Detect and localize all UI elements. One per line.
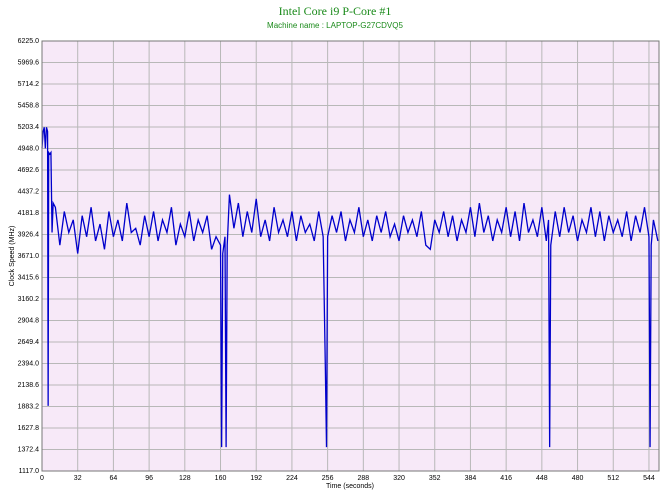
x-tick-label: 352 bbox=[429, 475, 441, 482]
x-axis-label: Time (seconds) bbox=[326, 483, 374, 490]
y-tick-label: 4181.8 bbox=[18, 210, 40, 217]
y-tick-label: 1117.0 bbox=[19, 468, 39, 475]
x-tick-label: 32 bbox=[74, 475, 82, 482]
y-tick-label: 5714.2 bbox=[18, 81, 40, 88]
y-tick-label: 6225.0 bbox=[18, 38, 40, 45]
y-tick-label: 3160.2 bbox=[18, 296, 40, 303]
y-tick-label: 2138.6 bbox=[18, 382, 40, 389]
x-tick-label: 384 bbox=[465, 475, 477, 482]
x-tick-label: 256 bbox=[322, 475, 334, 482]
x-tick-label: 192 bbox=[250, 475, 262, 482]
y-tick-label: 2904.8 bbox=[18, 317, 40, 324]
x-tick-label: 448 bbox=[536, 475, 548, 482]
y-tick-label: 2649.4 bbox=[18, 339, 40, 346]
chart-title: Intel Core i9 P-Core #1 bbox=[279, 4, 392, 18]
chart-subtitle: Machine name : LAPTOP-G27CDVQ5 bbox=[267, 21, 403, 30]
x-tick-label: 320 bbox=[393, 475, 405, 482]
x-tick-label: 64 bbox=[110, 475, 118, 482]
y-tick-label: 4692.6 bbox=[18, 167, 40, 174]
y-tick-label: 1627.8 bbox=[18, 425, 40, 432]
y-tick-label: 5969.6 bbox=[18, 59, 40, 66]
x-tick-label: 288 bbox=[357, 475, 369, 482]
y-tick-label: 4948.0 bbox=[18, 145, 40, 152]
y-tick-label: 2394.0 bbox=[18, 360, 40, 367]
x-tick-label: 128 bbox=[179, 475, 191, 482]
x-tick-label: 160 bbox=[215, 475, 227, 482]
data-line bbox=[41, 127, 659, 448]
x-tick-label: 544 bbox=[643, 475, 655, 482]
y-tick-label: 1372.4 bbox=[18, 446, 40, 453]
y-tick-label: 4437.2 bbox=[18, 188, 40, 195]
y-tick-label: 5203.4 bbox=[18, 124, 40, 131]
plot-border bbox=[41, 40, 660, 472]
x-tick-label: 0 bbox=[40, 475, 44, 482]
y-tick-label: 3415.6 bbox=[18, 274, 40, 281]
x-tick-label: 480 bbox=[572, 475, 584, 482]
y-axis-label: Clock Speed (MHz) bbox=[9, 226, 16, 287]
x-tick-label: 416 bbox=[500, 475, 512, 482]
x-tick-label: 512 bbox=[607, 475, 619, 482]
x-tick-label: 96 bbox=[145, 475, 153, 482]
x-tick-label: 224 bbox=[286, 475, 298, 482]
y-tick-label: 3926.4 bbox=[18, 231, 40, 238]
y-tick-label: 5458.8 bbox=[18, 102, 40, 109]
y-tick-label: 3671.0 bbox=[18, 253, 40, 260]
y-tick-label: 1883.2 bbox=[18, 403, 40, 410]
